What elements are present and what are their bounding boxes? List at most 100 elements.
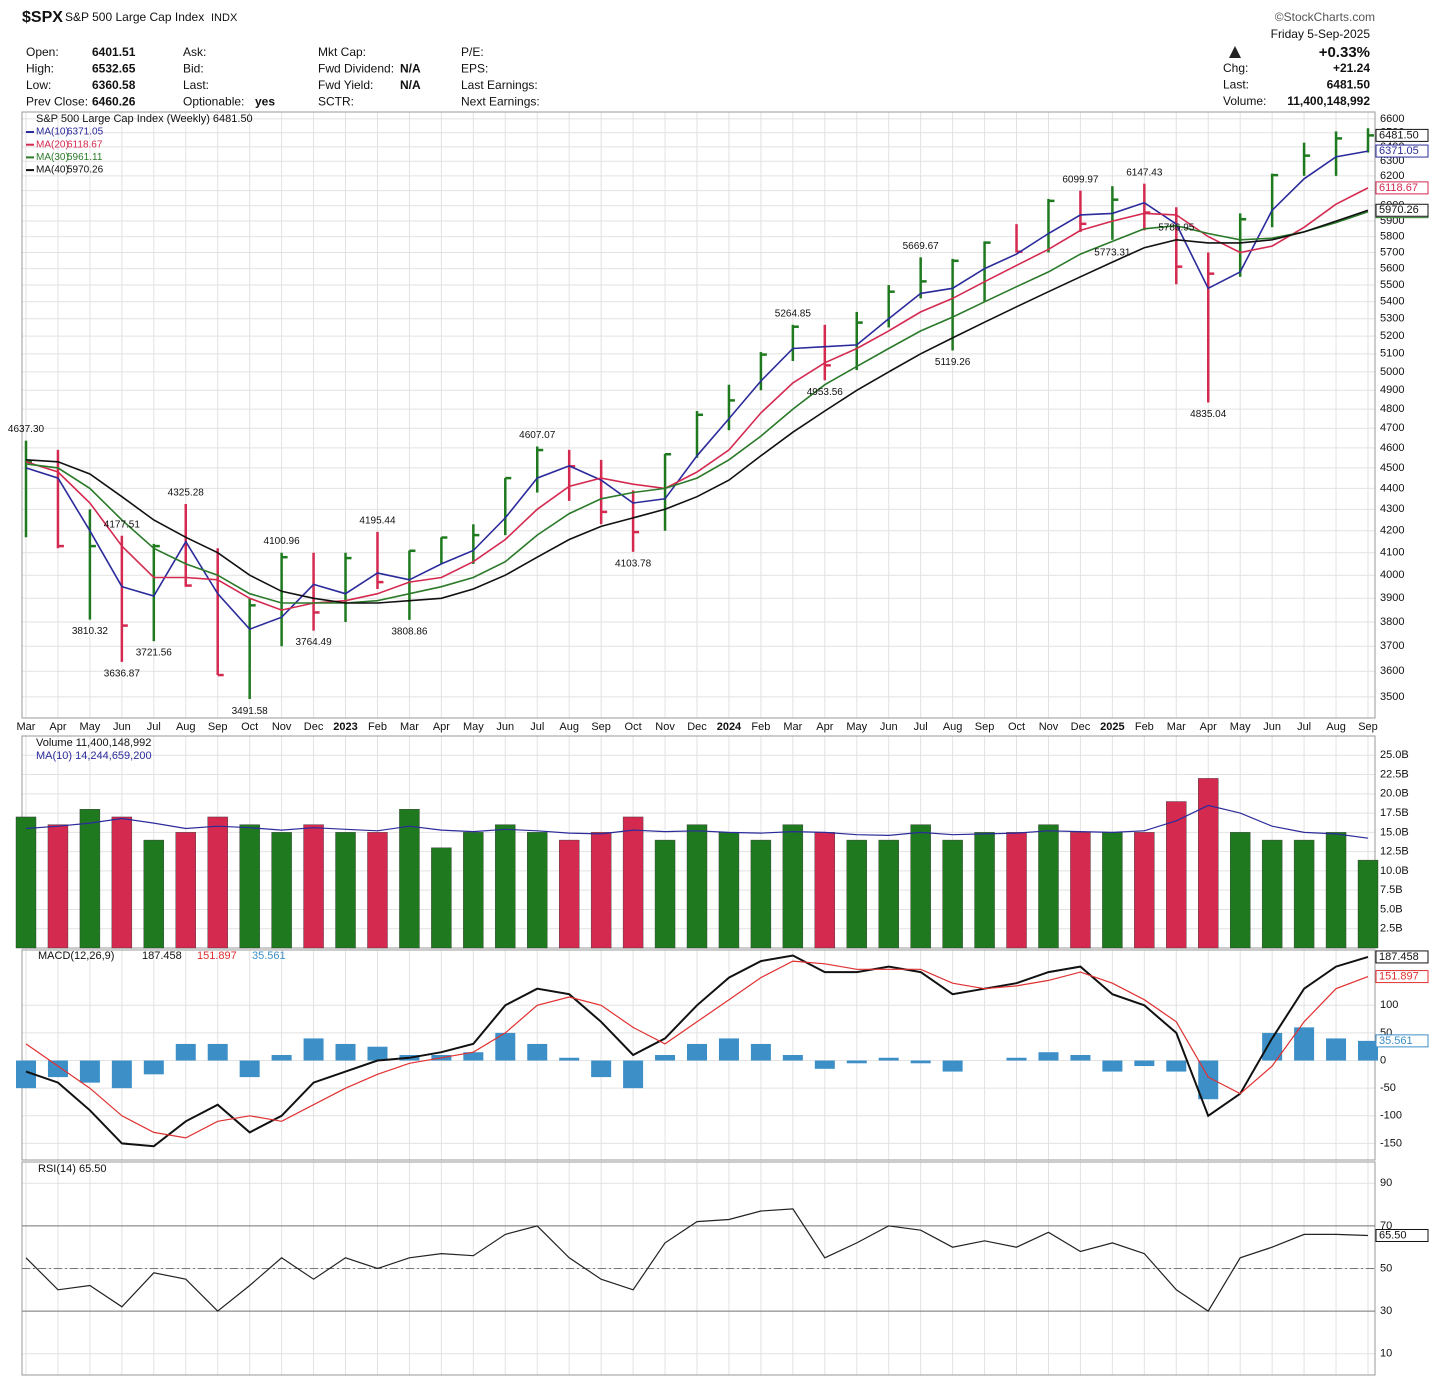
macd-histogram (1038, 1052, 1059, 1061)
macd-histogram (878, 1057, 899, 1061)
macd-histogram (1294, 1027, 1315, 1061)
volume-bar (495, 824, 516, 949)
y-tick-label: 5500 (1380, 279, 1404, 291)
y-tick-label: 4600 (1380, 442, 1404, 454)
field-value: yes (255, 95, 275, 109)
volume-bar (622, 816, 644, 949)
x-tick-label: Jul (914, 721, 928, 733)
price-annotation: 5786.95 (1158, 222, 1195, 233)
price-annotation: 5773.31 (1094, 247, 1131, 258)
value-tag (1375, 1228, 1429, 1242)
x-tick-label: Jun (113, 721, 131, 733)
x-tick-label: Apr (1200, 721, 1217, 733)
volume-bar (590, 832, 612, 949)
price-annotation: 4953.56 (807, 387, 844, 398)
macd-histogram (623, 1060, 644, 1089)
macd-histogram (239, 1060, 260, 1078)
field-value: 6460.26 (92, 95, 136, 109)
legend-value: 5970.26 (67, 165, 104, 176)
field-label: Optionable: (183, 95, 244, 109)
volume-bar (558, 839, 580, 949)
volume-bar (271, 832, 292, 949)
price-annotation: 4607.07 (519, 430, 556, 441)
legend-value: 151.897 (197, 950, 237, 962)
x-tick-label: Sep (1358, 721, 1378, 733)
macd-histogram (1358, 1040, 1378, 1061)
macd-histogram (782, 1055, 803, 1061)
y-tick-label: 5700 (1380, 246, 1404, 258)
y-tick-label: 4500 (1380, 462, 1404, 474)
security-name: S&P 500 Large Cap Index (65, 10, 204, 24)
volume-bar (1325, 832, 1347, 949)
field-label: P/E: (461, 45, 484, 59)
price-annotation: 4835.04 (1190, 409, 1227, 420)
price-annotation: 3810.32 (72, 626, 109, 637)
y-tick-label: 5000 (1380, 366, 1404, 378)
y-tick-label: 22.5B (1380, 768, 1409, 780)
y-tick-label: 5.0B (1380, 903, 1403, 915)
price-annotation: 3808.86 (391, 627, 428, 638)
panel-frame (21, 111, 1376, 719)
price-annotation: 5669.67 (903, 241, 940, 252)
price-annotation: 3636.87 (104, 669, 141, 680)
series-line (25, 804, 1369, 839)
macd-histogram (47, 1060, 68, 1078)
field-value: N/A (400, 78, 421, 92)
macd-histogram (207, 1043, 228, 1061)
field-label: Bid: (183, 62, 204, 76)
summary-value: 11,400,148,992 (1287, 94, 1370, 108)
y-tick-label: 4100 (1380, 547, 1404, 559)
x-tick-label: Sep (208, 721, 228, 733)
value-tag (1375, 970, 1429, 984)
x-tick-label: Jul (1297, 721, 1311, 733)
macd-histogram (1326, 1038, 1347, 1061)
volume-bar (15, 816, 37, 949)
macd-histogram (846, 1060, 867, 1064)
volume-bar (47, 824, 69, 949)
field-label: SCTR: (318, 95, 354, 109)
x-tick-label: Dec (304, 721, 324, 733)
legend-title: RSI(14) 65.50 (38, 1163, 106, 1175)
price-annotation: 4195.44 (359, 515, 396, 526)
x-tick-label: Dec (687, 721, 707, 733)
x-tick-label: Aug (1326, 721, 1346, 733)
value-tag-text: 6481.50 (1379, 129, 1419, 141)
y-tick-label: 5800 (1380, 231, 1404, 243)
y-tick-label: 3700 (1380, 640, 1404, 652)
volume-bar (207, 816, 228, 949)
macd-histogram (1198, 1060, 1219, 1100)
macd-histogram (814, 1060, 835, 1069)
x-tick-label: Mar (1167, 721, 1186, 733)
macd-histogram (367, 1046, 388, 1061)
price-annotation: 4103.78 (615, 559, 652, 570)
volume-bar (1229, 832, 1251, 949)
value-tag (1375, 1034, 1429, 1048)
y-tick-label: 5300 (1380, 313, 1404, 325)
volume-bar (239, 824, 260, 949)
value-tag (1375, 181, 1429, 195)
price-annotation: 4100.96 (264, 536, 301, 547)
x-tick-label: Oct (1008, 721, 1025, 733)
y-tick-label: 4000 (1380, 569, 1404, 581)
price-annotation: 4325.28 (168, 488, 205, 499)
y-tick-label: 4200 (1380, 525, 1404, 537)
value-tag-text: 187.458 (1379, 951, 1419, 963)
y-tick-label: 6200 (1380, 170, 1404, 182)
volume-bar (527, 832, 548, 949)
macd-histogram (335, 1043, 356, 1061)
price-annotation: 4637.30 (8, 424, 45, 435)
field-label: Fwd Dividend: (318, 62, 394, 76)
macd-histogram (1070, 1055, 1091, 1061)
value-tag (1375, 203, 1429, 217)
volume-bar (654, 839, 676, 949)
x-tick-label: Jun (880, 721, 898, 733)
volume-bar (335, 832, 356, 949)
volume-bar (175, 832, 196, 949)
field-label: Mkt Cap: (318, 45, 366, 59)
summary-label: Last: (1223, 78, 1249, 92)
x-tick-label: Aug (943, 721, 963, 733)
y-tick-label: 4300 (1380, 503, 1404, 515)
x-tick-label: Feb (368, 721, 387, 733)
y-tick-label: 25.0B (1380, 749, 1409, 761)
